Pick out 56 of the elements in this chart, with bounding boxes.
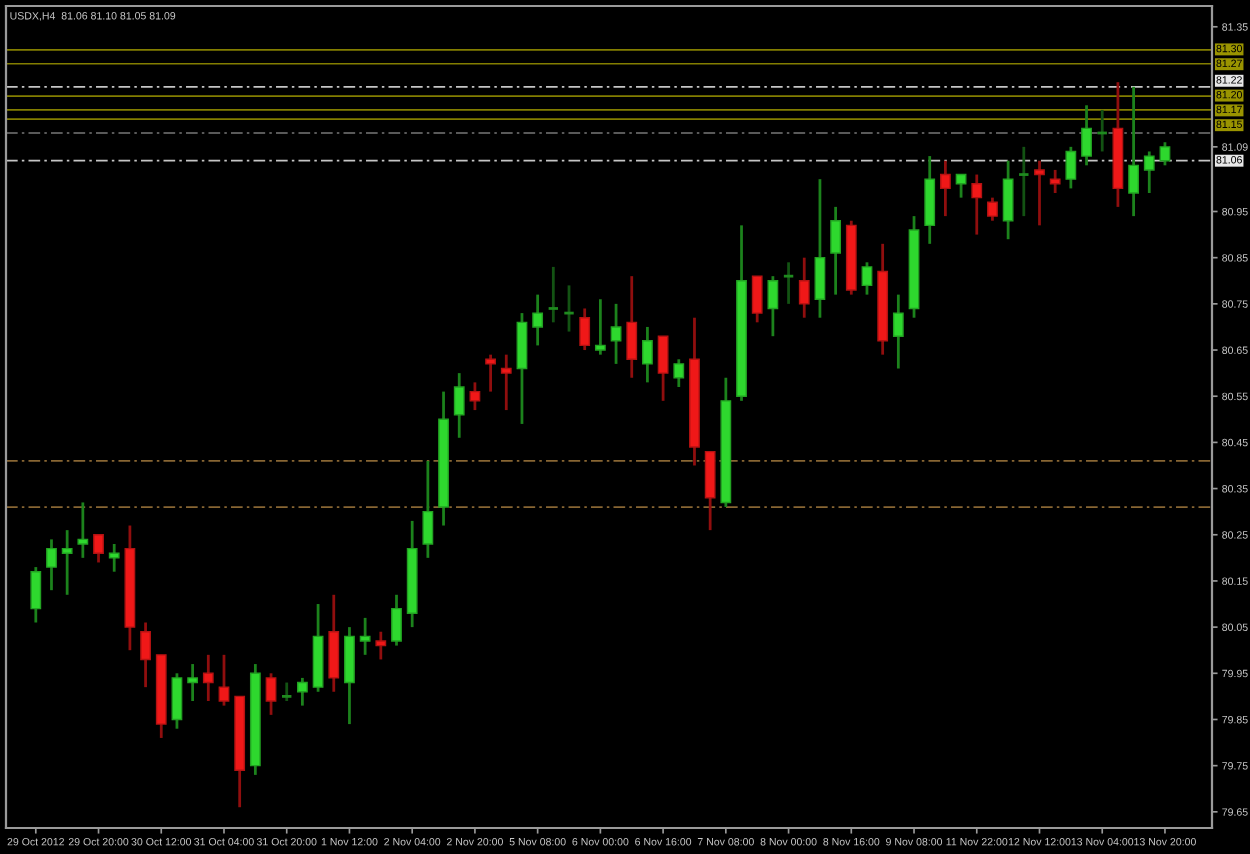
candlestick <box>485 353 496 393</box>
candlestick <box>1143 150 1155 195</box>
candlestick <box>1065 145 1077 190</box>
candlestick <box>1159 140 1171 167</box>
candlestick <box>391 593 402 647</box>
candlestick <box>218 653 230 708</box>
candlestick <box>93 533 104 564</box>
candlestick <box>1128 85 1139 218</box>
candlestick <box>798 256 810 320</box>
candlestick <box>344 625 355 726</box>
candlestick <box>1002 159 1014 241</box>
candlestick <box>469 380 481 412</box>
candlestick <box>939 159 951 218</box>
candlestick <box>140 621 151 689</box>
candlestick <box>500 353 512 412</box>
candlestick <box>265 671 277 717</box>
candlestick <box>547 265 560 324</box>
candlestick <box>171 671 183 731</box>
candlestick <box>532 293 544 347</box>
candlestick <box>375 630 387 661</box>
candlestick <box>987 196 998 223</box>
candlestick <box>594 297 606 357</box>
candlestick <box>108 542 120 574</box>
candlestick <box>359 616 371 657</box>
candlestick <box>610 302 622 366</box>
candlestick <box>46 537 57 592</box>
candlestick <box>657 334 669 403</box>
candlestick <box>971 173 983 236</box>
candlestick <box>830 205 842 297</box>
candlestick <box>61 528 73 597</box>
candlestick <box>767 274 779 338</box>
candlestick <box>30 565 42 624</box>
candlestick <box>924 154 936 246</box>
candlestick <box>626 274 638 380</box>
candlestick <box>77 501 89 560</box>
candlestick <box>892 293 904 370</box>
candlestick <box>861 260 873 297</box>
candlestick <box>704 450 716 532</box>
candlestick <box>202 653 214 703</box>
candlestick <box>673 357 685 389</box>
candlestick <box>782 260 795 306</box>
candlestick <box>1049 168 1061 195</box>
candlestick <box>328 593 340 694</box>
candlestick <box>187 662 199 703</box>
candlestick <box>516 311 528 426</box>
candlestick <box>1034 159 1045 227</box>
candlestick <box>1017 145 1030 218</box>
candlestick <box>1081 103 1092 167</box>
candlestick <box>422 459 434 560</box>
candlestick <box>579 307 591 352</box>
candlestick <box>453 371 465 440</box>
candlestick <box>280 681 293 703</box>
candlestick <box>297 676 308 708</box>
candlestick <box>751 274 763 324</box>
candlestick <box>642 325 653 384</box>
candlestick <box>814 177 826 320</box>
